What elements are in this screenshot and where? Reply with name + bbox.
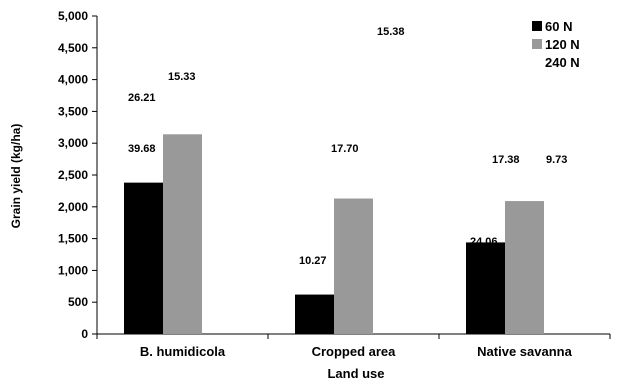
bar (295, 294, 334, 334)
data-label: 24.06 (470, 236, 498, 248)
data-label: 10.27 (299, 255, 327, 267)
legend-swatch (532, 57, 542, 67)
bar (505, 201, 544, 334)
y-axis-title: Grain yield (kg/ha) (9, 124, 23, 229)
bar (163, 134, 202, 334)
data-label: 9.73 (546, 154, 567, 166)
y-tick-label: 500 (68, 295, 88, 309)
y-tick-label: 5,000 (58, 9, 88, 23)
data-label: 26.21 (128, 92, 156, 104)
y-tick-label: 1,500 (58, 232, 88, 246)
bar (334, 198, 373, 334)
y-axis: 0 500 1,000 1,500 2,000 2,500 3,000 3,500 4,000 4… (58, 9, 98, 341)
y-tick-label: 1,000 (58, 263, 88, 277)
legend-swatch (532, 39, 542, 49)
legend-label: 60 N (545, 19, 572, 34)
x-axis-title: Land use (327, 366, 384, 379)
legend-label: 120 N (545, 37, 580, 52)
data-label: 15.38 (377, 26, 405, 38)
bar (124, 182, 163, 334)
data-labels: 39.68 26.21 15.33 10.27 17.70 15.38 24.06 17.38… (128, 26, 567, 267)
y-tick-label: 2,500 (58, 168, 88, 182)
y-tick-label: 4,500 (58, 41, 88, 55)
data-label: 15.33 (168, 71, 196, 83)
bars (124, 134, 544, 334)
y-tick-label: 3,500 (58, 104, 88, 118)
legend-swatch (532, 21, 542, 31)
y-tick-label: 2,000 (58, 200, 88, 214)
x-tick-label: Cropped area (312, 344, 397, 359)
x-axis: B. humidicola Cropped area Native savanna (96, 333, 611, 359)
y-tick-label: 0 (81, 327, 88, 341)
y-tick-label: 3,000 (58, 136, 88, 150)
x-tick-label: B. humidicola (140, 344, 226, 359)
y-tick-label: 4,000 (58, 73, 88, 87)
legend-label: 240 N (545, 55, 580, 70)
bar (466, 242, 505, 334)
data-label: 39.68 (128, 143, 156, 155)
data-label: 17.38 (492, 154, 520, 166)
x-tick-label: Native savanna (477, 344, 572, 359)
legend: 60 N 120 N 240 N (532, 19, 580, 70)
data-label: 17.70 (331, 143, 359, 155)
